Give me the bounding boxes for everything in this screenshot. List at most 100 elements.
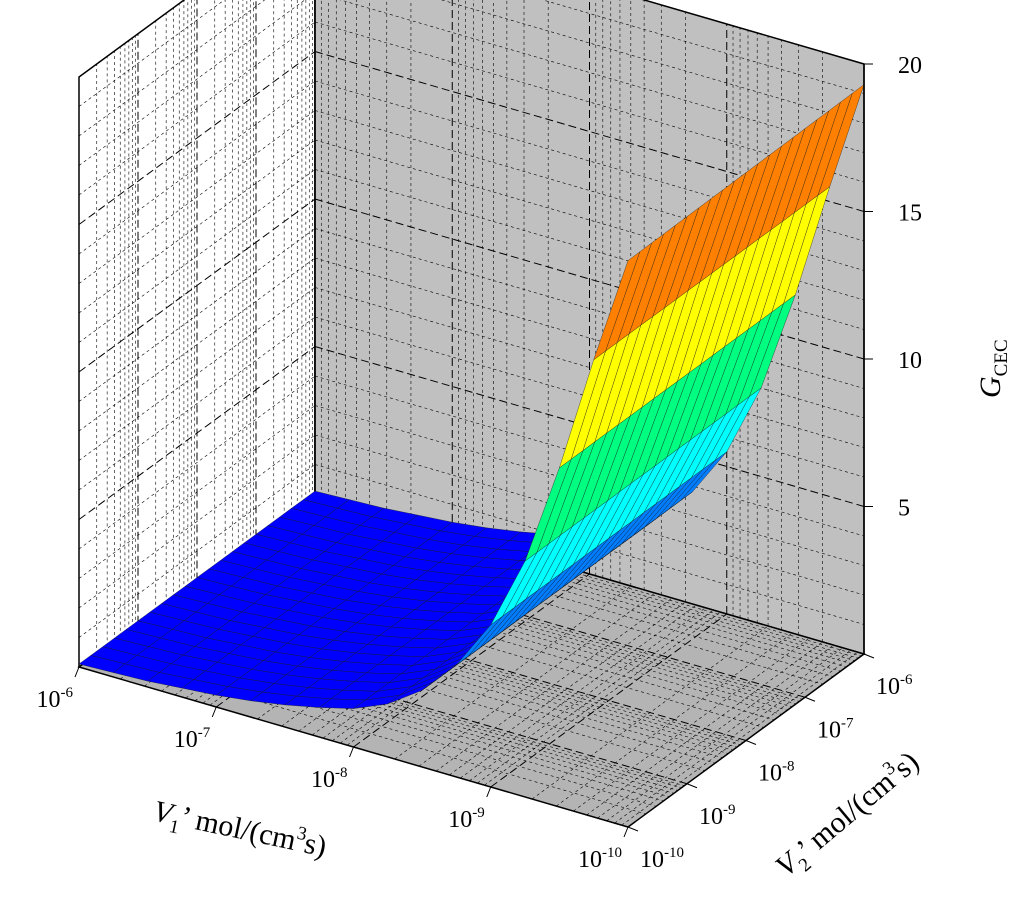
grid-line [78, 80, 316, 255]
x-tick-label: 10-8 [311, 765, 348, 793]
x-tick [211, 706, 217, 718]
grid-line [242, 546, 792, 708]
grid-line [440, 0, 865, 124]
surface-cell [593, 251, 641, 361]
x-tick-label: 10-7 [174, 725, 211, 753]
x-tick-label: 10-9 [448, 805, 485, 833]
grid-line [124, 633, 674, 794]
grid-line [291, 510, 841, 672]
surface-plot [78, 83, 865, 709]
grid-line [314, 464, 865, 625]
x-tick [349, 746, 354, 758]
grid-line [314, 257, 865, 419]
grid-line [250, 541, 800, 702]
x-tick-label: 10-6 [37, 685, 74, 713]
x-axis-label: V1’ mol/(cm3s) [149, 793, 330, 870]
grid-line [305, 500, 855, 661]
grid-line [314, 287, 865, 448]
grid-line [128, 630, 678, 791]
grid-line [155, 610, 705, 772]
z-tick-label: 10 [898, 348, 922, 374]
y-tick [745, 740, 757, 745]
y-tick-label: 10-8 [758, 759, 795, 787]
grid-line [314, 375, 865, 537]
x-axis-label-unit: ’ mol/(cm [178, 800, 299, 857]
axis-ticks: 10-6 10-7 10-8 10-9 10-10 10-10 10-9 10-8 10-7 10… [37, 53, 923, 873]
grid-line [573, 637, 810, 812]
grid-line [312, 495, 862, 657]
grid-line [606, 647, 843, 822]
x-tick [74, 666, 80, 678]
y-tick-label: 10-6 [876, 672, 913, 700]
grid-line [191, 584, 741, 745]
grid-line [78, 139, 316, 314]
grid-line [214, 567, 764, 728]
z-axis-label: GCEC [974, 339, 1012, 398]
y-tick-label: 10-10 [640, 845, 684, 873]
grid-line [297, 506, 847, 668]
grid-line [314, 405, 865, 566]
grid-line [78, 464, 316, 638]
y-tick [686, 783, 698, 789]
grid-line [173, 597, 723, 758]
z-tick-label: 5 [898, 496, 910, 522]
y-tick [804, 696, 816, 702]
x-tick-label: 10-10 [578, 845, 622, 873]
grid-line [435, 597, 673, 772]
grid-line [284, 516, 834, 677]
grid-line [542, 0, 865, 94]
grid-line [135, 625, 685, 787]
grid-line [183, 589, 733, 751]
grid-line-major [353, 573, 590, 748]
grid-line [314, 316, 865, 478]
z-tick-label: 20 [898, 53, 922, 79]
grid-line [78, 434, 316, 609]
grid-line [225, 559, 775, 721]
grid-line [78, 316, 316, 491]
grid-line [253, 538, 803, 700]
grid-line [120, 636, 670, 798]
grid-line [238, 549, 788, 711]
x-axis-label-sub: 1 [167, 816, 181, 839]
grid-line [78, 169, 316, 343]
x-tick [486, 786, 492, 798]
grid-line [179, 593, 729, 754]
grid-line [246, 543, 796, 705]
grid-line [78, 0, 266, 137]
grid-line [107, 646, 657, 807]
grid-line [96, 653, 646, 815]
grid-line [339, 0, 865, 153]
z-tick-label: 15 [898, 201, 922, 227]
grid-line [78, 405, 316, 579]
grid-line [232, 554, 782, 715]
grid-line-major [490, 613, 728, 788]
grid-line [78, 287, 316, 461]
z-axis-label-sub: CEC [991, 339, 1012, 376]
grid-line [78, 110, 316, 284]
y-axis-label-unit: ’ mol/(cm [791, 765, 902, 865]
grid-line [78, 198, 316, 373]
grid-line [194, 582, 744, 743]
grid-line [314, 228, 865, 389]
grid-line [309, 497, 859, 659]
y-tick-label: 10-7 [817, 715, 854, 743]
grid-line [78, 375, 316, 550]
y-tick [627, 826, 639, 832]
grid-floor-v [96, 495, 862, 815]
grid-line [469, 607, 706, 782]
grid-line [187, 586, 737, 748]
grid-line [78, 228, 316, 402]
grid-line [78, 257, 316, 432]
x-tick [623, 826, 629, 838]
grid-line [78, 21, 316, 196]
grid-line [301, 503, 851, 664]
grid-line [78, 51, 316, 225]
x-axis-label-unit-sup: 3 [295, 823, 309, 846]
y-tick-label: 10-9 [699, 802, 736, 830]
grid-line [132, 627, 682, 789]
grid-line [273, 523, 823, 685]
grid-line [78, 346, 316, 520]
grid-line [78, 0, 225, 107]
y-tick [863, 653, 875, 659]
